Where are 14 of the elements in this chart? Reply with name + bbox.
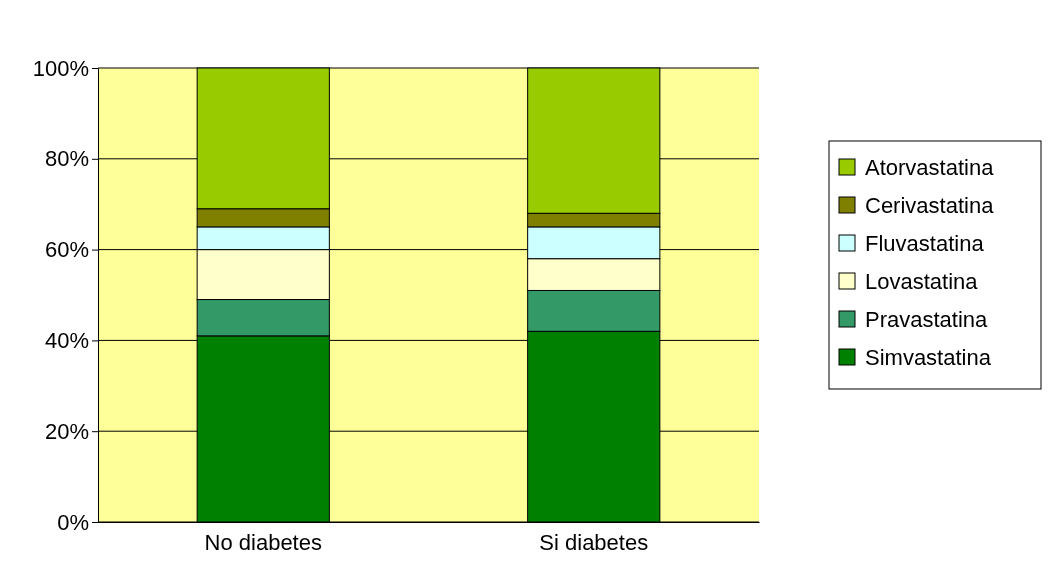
y-tick-label: 20%: [44, 418, 89, 444]
legend-label: Cerivastatina: [865, 193, 995, 218]
legend-label: Fluvastatina: [865, 231, 985, 256]
legend-label: Simvastatina: [865, 345, 992, 370]
x-tick-label: No diabetes: [204, 529, 322, 555]
x-tick-label: Si diabetes: [539, 529, 649, 555]
y-tick-label: 80%: [44, 146, 89, 172]
y-tick-label: 40%: [44, 327, 89, 353]
legend-label: Lovastatina: [865, 269, 979, 294]
legend-label: Pravastatina: [865, 307, 989, 332]
y-tick-label: 100%: [32, 55, 89, 81]
legend-label: Atorvastatina: [865, 155, 995, 180]
y-tick-label: 0%: [57, 509, 89, 535]
y-tick-label: 60%: [44, 237, 89, 263]
